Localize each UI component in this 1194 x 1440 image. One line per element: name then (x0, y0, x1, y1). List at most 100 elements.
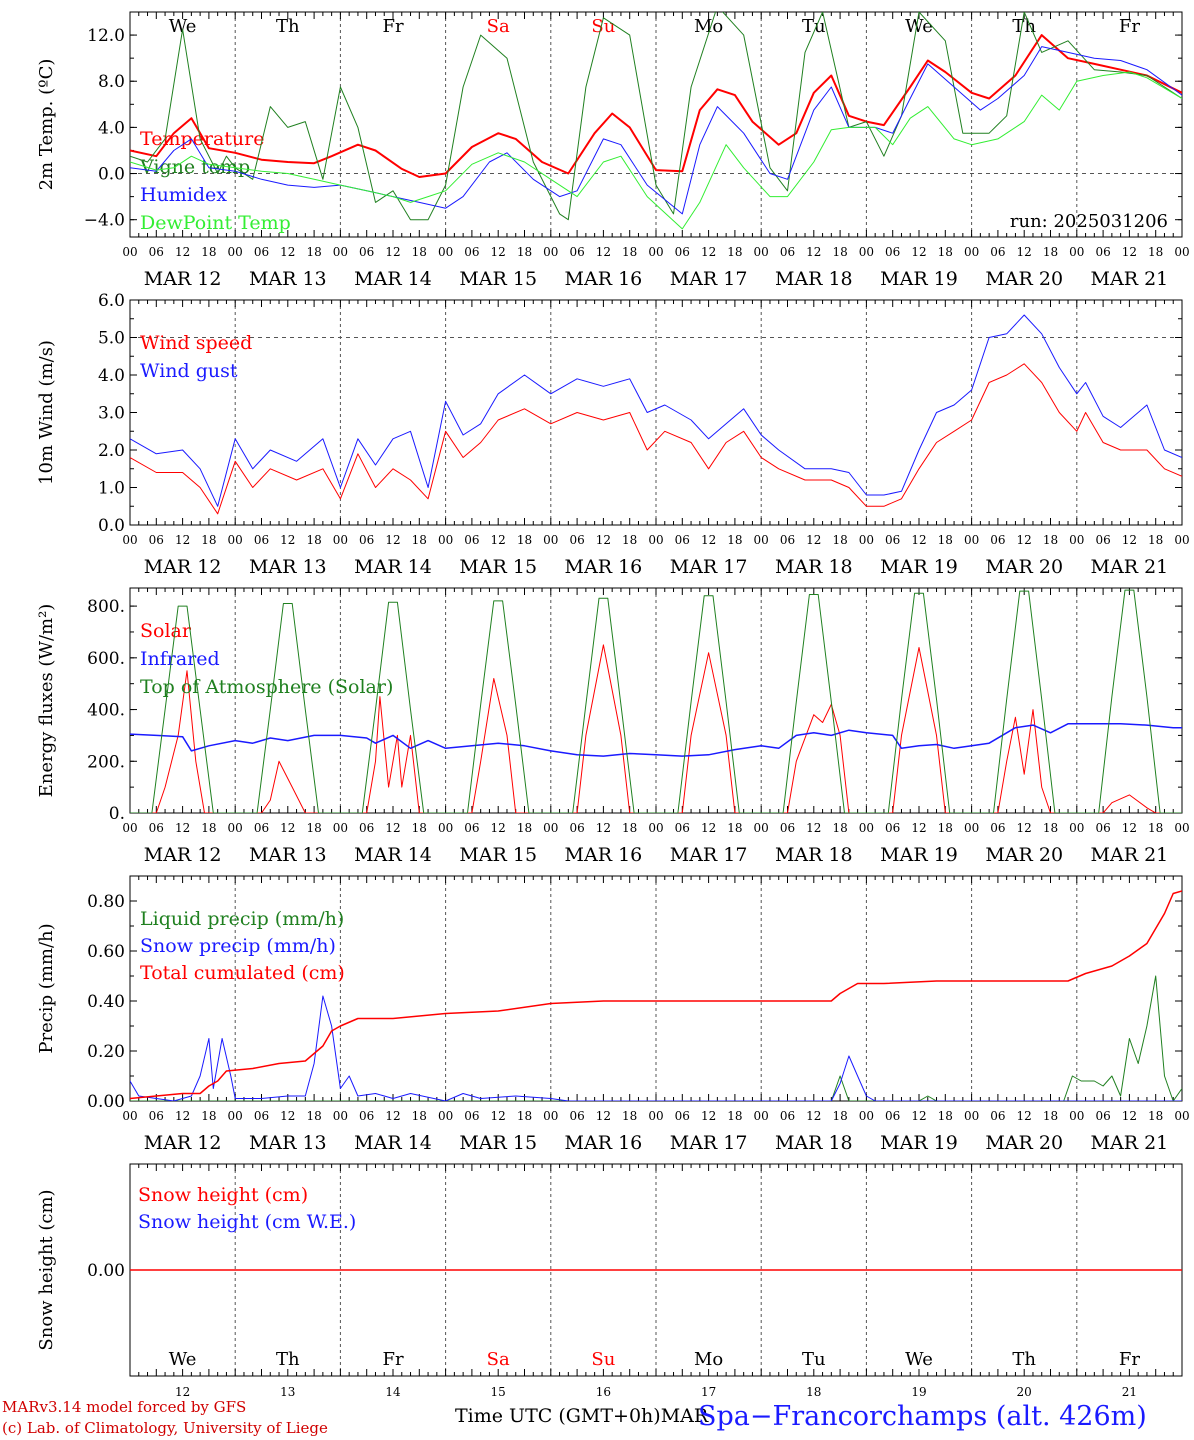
legend-entry: Snow precip (mm/h) (140, 935, 336, 957)
day-number-label: 13 (280, 1385, 295, 1399)
hour-tick-label: 00 (859, 1109, 874, 1123)
hour-tick-label: 00 (964, 533, 979, 547)
date-label: MAR 17 (670, 556, 748, 578)
hour-tick-label: 00 (964, 821, 979, 835)
hour-tick-label: 12 (385, 533, 400, 547)
hour-tick-label: 06 (464, 245, 479, 259)
y-tick-label: −4.0 (84, 211, 125, 231)
date-label: MAR 15 (459, 844, 537, 866)
hour-tick-label: 12 (911, 245, 926, 259)
y-axis-label: 10m Wind (m/s) (36, 340, 57, 485)
hour-tick-label: 06 (569, 533, 584, 547)
hour-tick-label: 18 (201, 245, 216, 259)
hour-tick-label: 12 (1122, 821, 1137, 835)
date-label: MAR 12 (144, 556, 222, 578)
hour-tick-label: 12 (701, 533, 716, 547)
hour-tick-label: 00 (122, 533, 137, 547)
hour-tick-label: 00 (964, 1109, 979, 1123)
date-label: MAR 16 (565, 268, 643, 290)
series-line-humidex (130, 46, 1182, 215)
hour-tick-label: 06 (569, 245, 584, 259)
hour-tick-label: 18 (306, 245, 321, 259)
hour-tick-label: 12 (491, 821, 506, 835)
hour-tick-label: 12 (911, 533, 926, 547)
date-label: MAR 18 (775, 1132, 853, 1154)
hour-tick-label: 18 (622, 821, 637, 835)
hour-tick-label: 12 (596, 533, 611, 547)
hour-tick-label: 12 (701, 821, 716, 835)
hour-tick-label: 00 (648, 1109, 663, 1123)
hour-tick-label: 06 (780, 821, 795, 835)
hour-tick-label: 18 (412, 1109, 427, 1123)
hour-tick-label: 18 (1148, 533, 1163, 547)
hour-tick-label: 06 (780, 533, 795, 547)
hour-tick-label: 00 (648, 533, 663, 547)
day-name-label: Sa (487, 16, 510, 37)
hour-tick-label: 18 (727, 1109, 742, 1123)
hour-tick-label: 06 (780, 1109, 795, 1123)
day-number-label: 15 (491, 1385, 506, 1399)
day-name-label: Fr (1119, 1349, 1140, 1370)
day-name-label: Mo (694, 1349, 723, 1370)
hour-tick-label: 12 (596, 821, 611, 835)
hour-tick-label: 12 (385, 1109, 400, 1123)
hour-tick-label: 06 (675, 1109, 690, 1123)
series-line-wind-speed (130, 363, 1182, 515)
hour-tick-label: 18 (832, 821, 847, 835)
hour-tick-label: 12 (175, 821, 190, 835)
y-tick-label: 800. (87, 597, 125, 617)
day-name-label: We (905, 16, 933, 37)
day-name-label: Th (1012, 1349, 1036, 1370)
date-label: MAR 14 (354, 1132, 432, 1154)
hour-tick-label: 00 (1174, 245, 1189, 259)
hour-tick-label: 18 (1043, 821, 1058, 835)
hour-tick-label: 00 (1174, 533, 1189, 547)
y-tick-label: 1.0 (98, 479, 125, 499)
y-tick-label: 0.20 (87, 1042, 125, 1062)
hour-tick-label: 00 (228, 245, 243, 259)
date-label: MAR 21 (1091, 844, 1169, 866)
date-label: MAR 15 (459, 556, 537, 578)
hour-tick-label: 06 (675, 821, 690, 835)
y-tick-label: 4.0 (98, 366, 125, 386)
date-label: MAR 20 (985, 556, 1063, 578)
hour-tick-label: 12 (1122, 533, 1137, 547)
hour-tick-label: 00 (1069, 821, 1084, 835)
hour-tick-label: 00 (1069, 1109, 1084, 1123)
legend-entry: Wind speed (140, 332, 252, 354)
hour-tick-label: 00 (1174, 1109, 1189, 1123)
day-name-label: Fr (1119, 16, 1140, 37)
series-line-solar (130, 644, 1182, 813)
day-name-label: We (169, 16, 197, 37)
legend-entry: Total cumulated (cm) (140, 962, 345, 984)
hour-tick-label: 00 (438, 821, 453, 835)
hour-tick-label: 00 (859, 245, 874, 259)
day-name-label: Sa (487, 1349, 510, 1370)
hour-tick-label: 12 (1122, 1109, 1137, 1123)
hour-tick-label: 12 (280, 821, 295, 835)
hour-tick-label: 12 (911, 1109, 926, 1123)
day-name-label: Fr (382, 1349, 403, 1370)
legend-entry: Infrared (140, 648, 220, 670)
day-name-label: Mo (694, 16, 723, 37)
hour-tick-label: 06 (569, 821, 584, 835)
hour-tick-label: 00 (1069, 245, 1084, 259)
hour-tick-label: 18 (412, 245, 427, 259)
day-name-label: Th (1012, 16, 1036, 37)
y-axis-label: 2m Temp. (ºC) (36, 59, 57, 191)
hour-tick-label: 18 (938, 1109, 953, 1123)
date-label: MAR 14 (354, 268, 432, 290)
hour-tick-label: 00 (859, 821, 874, 835)
legend-entry: Liquid precip (mm/h) (140, 908, 344, 930)
hour-tick-label: 18 (306, 1109, 321, 1123)
y-tick-label: 0.40 (87, 992, 125, 1012)
hour-tick-label: 18 (832, 245, 847, 259)
date-label: MAR 13 (249, 268, 327, 290)
hour-tick-label: 06 (885, 821, 900, 835)
hour-tick-label: 06 (464, 821, 479, 835)
hour-tick-label: 18 (201, 821, 216, 835)
date-label: MAR 18 (775, 556, 853, 578)
hour-tick-label: 06 (990, 245, 1005, 259)
hour-tick-label: 00 (648, 245, 663, 259)
